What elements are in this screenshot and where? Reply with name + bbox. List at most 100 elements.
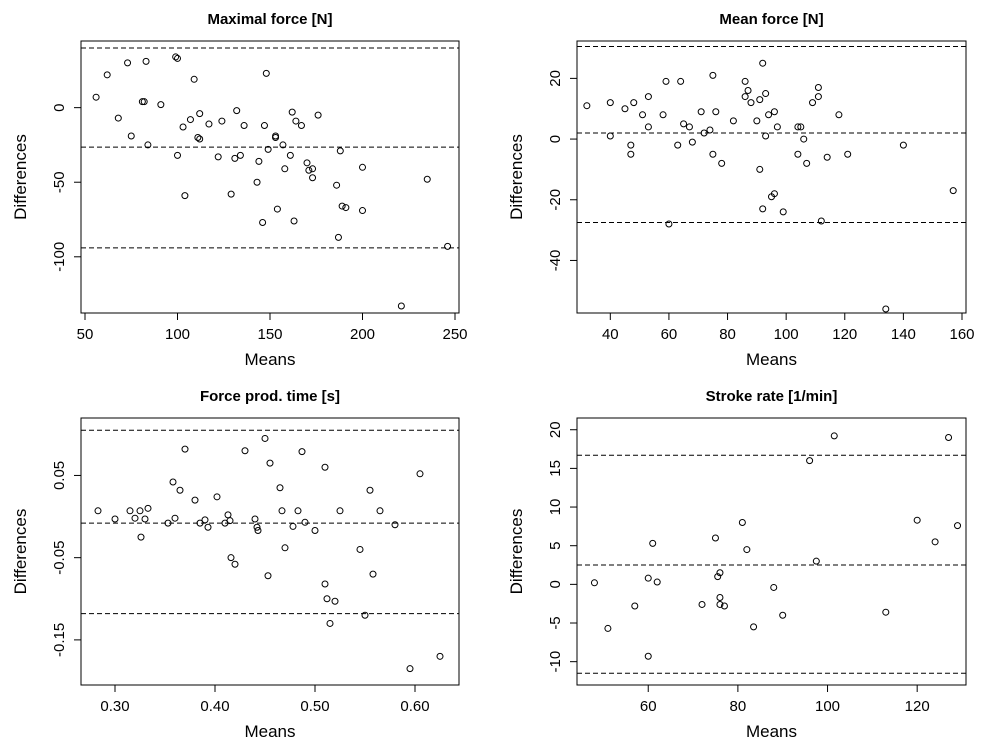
data-point [144,504,152,512]
data-point [338,202,346,210]
data-point [321,580,329,588]
x-axis-label: Means [244,350,295,369]
data-point [639,111,647,119]
data-point [261,434,269,442]
data-point [127,132,135,140]
data-point [273,205,281,213]
y-tick-label: 15 [547,460,564,477]
data-point [729,117,737,125]
data-point [706,126,714,134]
data-point [835,111,843,119]
data-point [770,583,778,591]
data-point [140,98,148,106]
data-point [743,546,751,554]
data-point [716,600,724,608]
data-point [142,57,150,65]
data-point [882,305,890,313]
panel-1: Maximal force [N] 50 100 150 200 250 0 -50 -100 M… [11,11,468,369]
data-point [712,108,720,116]
x-tick-label: 100 [774,326,799,343]
data-point [423,175,431,183]
data-point [218,117,226,125]
data-point [359,163,366,171]
data-point [653,578,661,586]
data-point [644,652,652,660]
y-tick-label: -50 [51,171,68,193]
data-point [205,120,213,128]
data-point [797,123,805,131]
data-point [779,208,787,216]
data-point [627,150,635,158]
data-point [331,597,339,605]
data-point [662,77,670,85]
data-point [812,557,820,565]
data-point [164,519,172,527]
x-tick-label: 60 [640,698,657,715]
data-point [259,218,267,226]
x-tick-label: 0.40 [200,698,229,715]
y-tick-label: -0.05 [51,541,68,575]
data-point [231,560,239,568]
data-point [931,538,939,546]
data-point [759,59,767,67]
data-point [814,93,822,101]
x-tick-label: 160 [949,326,974,343]
data-point [366,486,374,494]
data-point [201,516,209,524]
data-point [759,205,767,213]
x-tick-label: 120 [905,698,930,715]
data-point [698,600,706,608]
data-point [181,192,189,200]
data-point [157,101,165,109]
y-tick-label: -40 [547,250,564,272]
data-point [314,111,322,119]
data-point [697,108,705,116]
data-point [756,96,764,104]
data-point [747,99,755,107]
data-point [844,150,852,158]
data-point [882,608,890,616]
data-point [278,507,286,515]
data-point [94,507,102,515]
x-axis-label: Means [746,722,797,741]
data-point [231,154,239,162]
data-point [226,517,234,525]
data-point [279,141,287,149]
x-tick-label: 60 [661,326,678,343]
data-point [171,514,179,522]
data-point [444,242,452,250]
data-point [744,87,752,95]
data-point [214,153,222,161]
x-tick-label: 100 [165,326,190,343]
data-point [194,133,202,141]
data-point [196,135,204,143]
data-point [92,93,100,101]
data-point [823,153,831,161]
x-tick-label: 0.50 [300,698,329,715]
panel-4: Stroke rate [1/min] 60 80 100 120 20 15 10 5 0 -5 -… [507,388,967,741]
data-point [714,573,722,581]
data-point [241,447,249,455]
data-point [750,623,758,631]
data-point [949,187,957,195]
data-point [583,102,591,110]
y-tick-label: 0 [547,580,564,588]
data-point [631,602,639,610]
data-point [288,108,296,116]
data-point [321,463,329,471]
data-point [281,165,289,173]
data-point [297,122,305,130]
y-tick-label: 20 [547,70,564,87]
data-point [326,619,334,627]
data-point [718,159,726,167]
data-point [336,507,344,515]
data-point [136,507,144,515]
data-point [830,432,838,440]
x-tick-label: 80 [730,698,747,715]
y-tick-label: 0 [51,103,68,111]
data-point [716,569,724,577]
data-point [292,117,300,125]
data-point [770,108,778,116]
data-point [213,493,221,501]
data-point [741,77,749,85]
